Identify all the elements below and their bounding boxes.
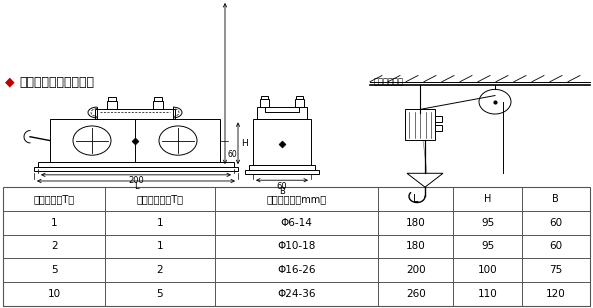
Text: 110: 110	[478, 289, 498, 299]
Bar	[261, 95, 268, 99]
Text: 60: 60	[277, 182, 288, 191]
Bar	[405, 109, 435, 140]
Text: Φ6-14: Φ6-14	[280, 218, 313, 228]
Text: ◆: ◆	[5, 75, 15, 88]
Text: Φ10-18: Φ10-18	[278, 241, 315, 251]
Text: 传感器容量（T）: 传感器容量（T）	[136, 194, 183, 204]
Bar	[296, 95, 303, 99]
Text: 200: 200	[128, 176, 144, 185]
Bar	[107, 101, 117, 109]
Text: H: H	[484, 194, 492, 204]
Text: 60: 60	[549, 241, 562, 251]
Bar	[154, 97, 162, 101]
Text: 260: 260	[406, 289, 426, 299]
Text: 75: 75	[549, 265, 563, 275]
Bar	[34, 167, 238, 171]
Text: 1: 1	[51, 218, 58, 228]
Text: 2: 2	[51, 241, 58, 251]
Text: L: L	[133, 182, 138, 191]
Text: 钢丝绳直径（mm）: 钢丝绳直径（mm）	[266, 194, 327, 204]
Text: 5: 5	[157, 289, 163, 299]
Bar	[153, 101, 163, 109]
Text: 1: 1	[157, 218, 163, 228]
Bar	[3, 187, 590, 306]
Text: 额定载荷（T）: 额定载荷（T）	[34, 194, 75, 204]
Text: Φ16-26: Φ16-26	[278, 265, 315, 275]
Bar	[435, 116, 442, 122]
Bar	[435, 125, 442, 131]
Bar	[245, 170, 319, 174]
Text: 外形结构和安装示意图: 外形结构和安装示意图	[19, 75, 94, 88]
Text: 2: 2	[157, 265, 163, 275]
Text: B: B	[279, 187, 285, 196]
Text: 180: 180	[406, 218, 426, 228]
Bar	[260, 99, 269, 107]
Text: 100: 100	[478, 265, 498, 275]
Text: 60: 60	[227, 150, 237, 159]
Text: Φ24-36: Φ24-36	[278, 289, 315, 299]
Bar	[95, 109, 175, 120]
Text: 120: 120	[546, 289, 566, 299]
Text: 5: 5	[51, 265, 58, 275]
Text: 180: 180	[406, 241, 426, 251]
Text: B: B	[553, 194, 559, 204]
Bar	[50, 120, 220, 162]
Bar	[253, 119, 311, 165]
Text: 95: 95	[481, 241, 494, 251]
Bar	[257, 107, 307, 119]
Text: 1: 1	[157, 241, 163, 251]
Bar	[38, 162, 234, 167]
Text: H: H	[241, 139, 248, 148]
Text: 10: 10	[47, 289, 60, 299]
Bar	[295, 99, 304, 107]
Bar	[249, 165, 315, 170]
Text: 60: 60	[549, 218, 562, 228]
Bar	[108, 97, 116, 101]
Text: 200: 200	[406, 265, 426, 275]
Text: L: L	[413, 194, 419, 204]
Text: 至仪表信号线: 至仪表信号线	[374, 77, 404, 86]
Text: 95: 95	[481, 218, 494, 228]
